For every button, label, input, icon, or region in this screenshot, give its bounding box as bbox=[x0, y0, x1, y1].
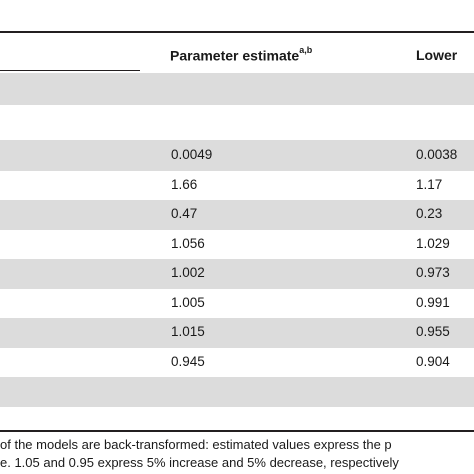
column-group-rule bbox=[0, 70, 140, 71]
lower-cell: 1.17 bbox=[416, 177, 443, 192]
estimate-cell: 1.002 bbox=[171, 265, 205, 280]
header-superscript: a,b bbox=[299, 45, 313, 55]
footnote-line: e. 1.05 and 0.95 express 5% increase and… bbox=[0, 455, 399, 470]
estimate-cell: 1.005 bbox=[171, 295, 205, 310]
table-top-rule bbox=[0, 31, 474, 33]
estimate-cell: 1.015 bbox=[171, 324, 205, 339]
lower-cell: 1.029 bbox=[416, 236, 450, 251]
section-band bbox=[0, 73, 474, 105]
lower-cell: 0.973 bbox=[416, 265, 450, 280]
estimate-cell: 0.47 bbox=[171, 206, 198, 221]
estimate-cell: 0.945 bbox=[171, 354, 205, 369]
lower-cell: 0.955 bbox=[416, 324, 450, 339]
footnote-line: of the models are back-transformed: esti… bbox=[0, 437, 392, 452]
lower-cell: 0.0038 bbox=[416, 147, 458, 162]
table-bottom-rule bbox=[0, 430, 474, 432]
row-band bbox=[0, 259, 474, 289]
column-header-lower: Lower bbox=[416, 47, 458, 63]
row-band bbox=[0, 140, 474, 171]
estimate-cell: 1.056 bbox=[171, 236, 205, 251]
row-band bbox=[0, 200, 474, 230]
estimate-cell: 1.66 bbox=[171, 177, 198, 192]
lower-cell: 0.991 bbox=[416, 295, 450, 310]
row-band bbox=[0, 377, 474, 407]
column-header-parameter-estimate: Parameter estimatea,b bbox=[170, 45, 313, 64]
estimate-cell: 0.0049 bbox=[171, 147, 213, 162]
lower-cell: 0.23 bbox=[416, 206, 443, 221]
row-band bbox=[0, 318, 474, 348]
lower-cell: 0.904 bbox=[416, 354, 450, 369]
